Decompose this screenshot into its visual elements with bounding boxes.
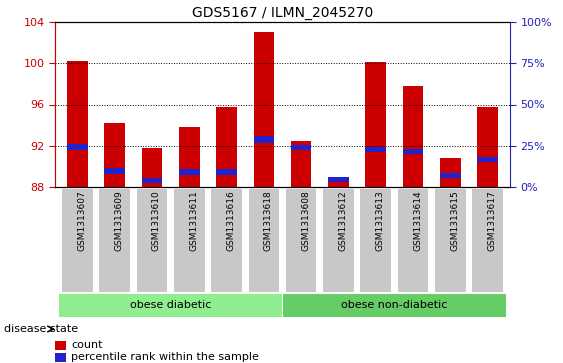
Text: GSM1313614: GSM1313614: [413, 190, 422, 251]
Bar: [179, 127, 199, 187]
Bar: [104, 123, 125, 187]
Bar: [403, 86, 423, 187]
Bar: [67, 144, 88, 150]
FancyBboxPatch shape: [323, 189, 354, 292]
Text: GSM1313617: GSM1313617: [488, 190, 497, 251]
Title: GDS5167 / ILMN_2045270: GDS5167 / ILMN_2045270: [192, 5, 373, 20]
Bar: [440, 173, 461, 178]
Text: GSM1313609: GSM1313609: [115, 190, 124, 251]
FancyBboxPatch shape: [60, 294, 282, 317]
Bar: [216, 107, 237, 187]
Text: GSM1313607: GSM1313607: [77, 190, 86, 251]
Bar: [403, 149, 423, 154]
FancyBboxPatch shape: [211, 189, 242, 292]
Bar: [291, 140, 311, 187]
Text: GSM1313611: GSM1313611: [189, 190, 198, 251]
Text: disease state: disease state: [4, 324, 78, 334]
FancyBboxPatch shape: [137, 189, 167, 292]
Text: GSM1313615: GSM1313615: [450, 190, 459, 251]
FancyBboxPatch shape: [472, 189, 503, 292]
Text: count: count: [71, 340, 102, 350]
Bar: [365, 147, 386, 152]
Bar: [291, 145, 311, 150]
Bar: [328, 177, 348, 182]
Bar: [55, 341, 66, 350]
Bar: [253, 136, 274, 143]
Bar: [440, 158, 461, 187]
FancyBboxPatch shape: [283, 294, 506, 317]
FancyBboxPatch shape: [248, 189, 279, 292]
Text: GSM1313612: GSM1313612: [338, 190, 347, 251]
FancyBboxPatch shape: [360, 189, 391, 292]
Bar: [253, 32, 274, 187]
Bar: [477, 157, 498, 162]
Text: obese non-diabetic: obese non-diabetic: [341, 301, 448, 310]
Text: obese diabetic: obese diabetic: [130, 301, 211, 310]
Text: GSM1313618: GSM1313618: [264, 190, 273, 251]
Bar: [67, 61, 88, 187]
Bar: [104, 168, 125, 174]
Bar: [142, 178, 162, 183]
Bar: [477, 107, 498, 187]
Bar: [179, 170, 199, 175]
FancyBboxPatch shape: [286, 189, 316, 292]
FancyBboxPatch shape: [435, 189, 466, 292]
FancyBboxPatch shape: [174, 189, 204, 292]
Text: GSM1313610: GSM1313610: [152, 190, 161, 251]
FancyBboxPatch shape: [100, 189, 130, 292]
Text: GSM1313608: GSM1313608: [301, 190, 310, 251]
Text: percentile rank within the sample: percentile rank within the sample: [71, 352, 259, 363]
Bar: [142, 148, 162, 187]
FancyBboxPatch shape: [397, 189, 428, 292]
Text: GSM1313613: GSM1313613: [376, 190, 385, 251]
Bar: [328, 180, 348, 187]
FancyBboxPatch shape: [62, 189, 93, 292]
Bar: [216, 170, 237, 175]
Text: GSM1313616: GSM1313616: [226, 190, 235, 251]
Bar: [365, 62, 386, 187]
Bar: [55, 353, 66, 362]
